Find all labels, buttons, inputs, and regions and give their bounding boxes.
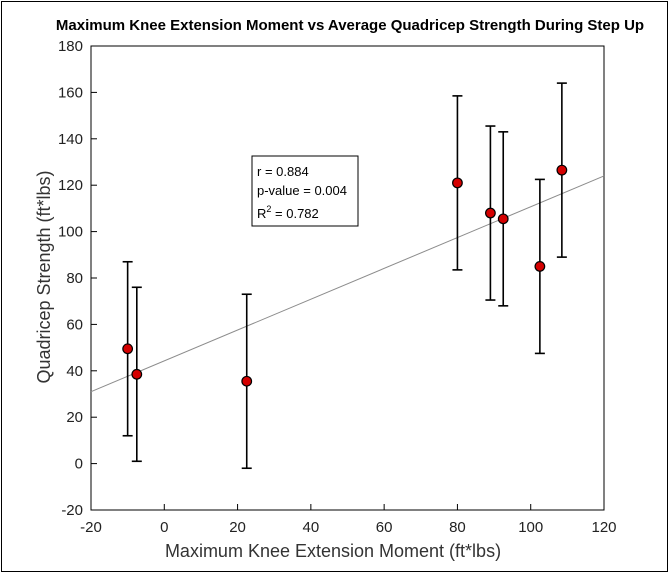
- data-point: [534, 261, 546, 272]
- x-tick-label: 0: [160, 519, 168, 536]
- data-point: [452, 177, 463, 189]
- y-axis: -20 0 20 40 60 80 100 120 140 160 180: [58, 38, 97, 519]
- stats-box: [251, 155, 359, 227]
- y-tick-label: 80: [66, 270, 83, 287]
- x-tick-label: 80: [449, 519, 466, 536]
- x-tick-label: 20: [229, 519, 246, 536]
- x-axis: -20 0 20 40 60 80 100 120: [80, 504, 617, 536]
- data-point: [122, 343, 134, 355]
- y-tick-label: 120: [58, 177, 83, 194]
- p-value-label: p-value = 0.004: [257, 183, 347, 198]
- data-point: [556, 164, 568, 176]
- y-tick-label: 160: [58, 84, 83, 101]
- r-squared-prefix: R: [257, 206, 266, 221]
- r-squared-value: = 0.782: [271, 206, 318, 221]
- y-tick-label: -20: [61, 502, 83, 519]
- y-tick-label: 100: [58, 224, 83, 241]
- x-tick-label: 40: [303, 519, 320, 536]
- x-tick-label: 120: [591, 519, 616, 536]
- x-axis-label: Maximum Knee Extension Moment (ft*lbs): [165, 541, 501, 561]
- x-tick-label: 100: [518, 519, 543, 536]
- x-tick-label: 60: [376, 519, 393, 536]
- plot-area: [90, 45, 605, 511]
- y-tick-label: 140: [58, 131, 83, 148]
- r-squared-label: R2 = 0.782: [257, 204, 319, 221]
- data-point: [131, 368, 143, 380]
- y-tick-label: 180: [58, 38, 83, 55]
- r-squared-superscript: 2: [266, 204, 271, 214]
- trendline: [90, 175, 605, 393]
- y-tick-label: 40: [66, 363, 83, 380]
- chart-title: Maximum Knee Extension Moment vs Average…: [56, 17, 644, 34]
- r-value-label: r = 0.884: [257, 164, 309, 179]
- data-point: [497, 213, 509, 225]
- data-point: [485, 207, 496, 219]
- x-tick-label: -20: [80, 519, 102, 536]
- y-tick-label: 60: [66, 316, 83, 333]
- y-tick-label: 20: [66, 409, 83, 426]
- y-axis-label: Quadricep Strength (ft*lbs): [34, 170, 54, 383]
- data-points: [122, 164, 568, 387]
- trendline-group: [90, 175, 605, 393]
- stats-annotation: r = 0.884 p-value = 0.004 R2 = 0.782: [251, 155, 359, 227]
- data-point: [241, 375, 253, 387]
- y-tick-label: 0: [75, 456, 83, 473]
